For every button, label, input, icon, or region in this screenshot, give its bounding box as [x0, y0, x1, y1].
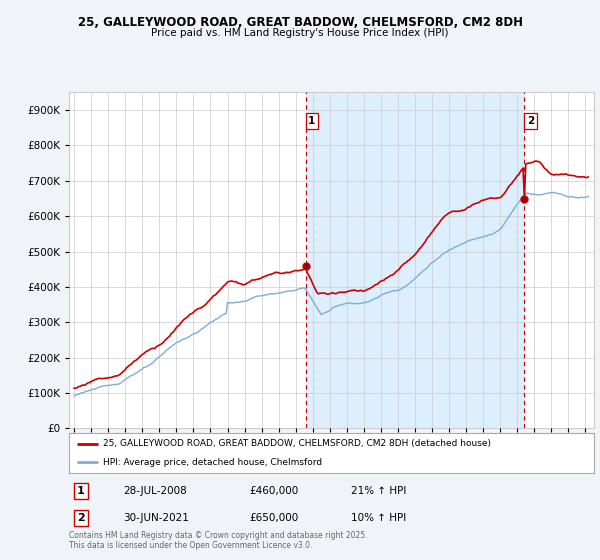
Text: 28-JUL-2008: 28-JUL-2008	[123, 486, 187, 496]
Text: £650,000: £650,000	[249, 513, 298, 523]
Text: HPI: Average price, detached house, Chelmsford: HPI: Average price, detached house, Chel…	[103, 458, 322, 467]
Text: 2: 2	[77, 513, 85, 523]
Text: 25, GALLEYWOOD ROAD, GREAT BADDOW, CHELMSFORD, CM2 8DH: 25, GALLEYWOOD ROAD, GREAT BADDOW, CHELM…	[77, 16, 523, 29]
Text: 1: 1	[308, 116, 316, 126]
Text: 21% ↑ HPI: 21% ↑ HPI	[351, 486, 406, 496]
Text: 2: 2	[527, 116, 534, 126]
Text: Contains HM Land Registry data © Crown copyright and database right 2025.
This d: Contains HM Land Registry data © Crown c…	[69, 530, 367, 550]
Text: 25, GALLEYWOOD ROAD, GREAT BADDOW, CHELMSFORD, CM2 8DH (detached house): 25, GALLEYWOOD ROAD, GREAT BADDOW, CHELM…	[103, 439, 491, 448]
Text: Price paid vs. HM Land Registry's House Price Index (HPI): Price paid vs. HM Land Registry's House …	[151, 28, 449, 38]
Text: 1: 1	[77, 486, 85, 496]
Text: 10% ↑ HPI: 10% ↑ HPI	[351, 513, 406, 523]
Bar	[305, 92, 524, 428]
Text: 30-JUN-2021: 30-JUN-2021	[123, 513, 189, 523]
Text: £460,000: £460,000	[249, 486, 298, 496]
